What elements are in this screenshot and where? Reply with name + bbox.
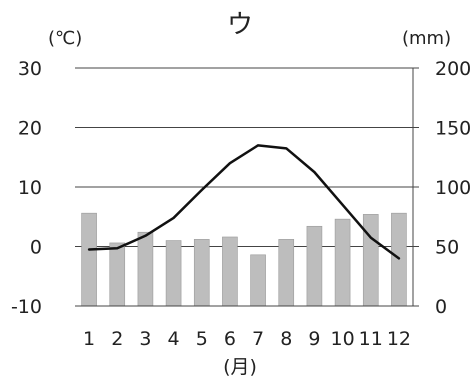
left-axis-unit: (℃) <box>48 28 82 49</box>
precipitation-bar <box>109 242 126 307</box>
left-axis-ticks: -10 0 10 20 30 <box>11 58 42 318</box>
right-tick-label: 150 <box>435 118 471 140</box>
left-tick-label: 10 <box>18 177 42 199</box>
chart-title: ウ <box>227 10 253 40</box>
month-label: 1 <box>83 328 95 350</box>
left-tick-label: -10 <box>11 296 42 318</box>
month-label: 4 <box>168 328 180 350</box>
precipitation-bar <box>278 239 295 307</box>
precipitation-bar <box>250 254 266 307</box>
precipitation-bar <box>165 240 182 307</box>
month-label: 12 <box>387 328 411 350</box>
precipitation-bar <box>222 236 238 307</box>
precipitation-bar <box>193 239 210 307</box>
right-tick-label: 50 <box>435 237 459 259</box>
right-tick-label: 100 <box>435 177 471 199</box>
precipitation-bar <box>81 212 97 307</box>
month-label: 7 <box>252 328 264 350</box>
right-axis-ticks: 0 50 100 150 200 <box>413 58 471 318</box>
precipitation-bars <box>81 212 407 307</box>
left-tick-label: 20 <box>18 118 42 140</box>
precipitation-bar <box>306 225 323 307</box>
precipitation-bar <box>137 231 154 307</box>
right-tick-label: 200 <box>435 58 471 80</box>
precipitation-bar <box>334 218 351 307</box>
month-label: 3 <box>139 328 151 350</box>
x-axis-ticks: 1 2 3 4 5 6 7 8 9 10 11 12 <box>83 328 411 350</box>
month-label: 8 <box>280 328 292 350</box>
month-label: 11 <box>359 328 383 350</box>
gridlines <box>75 67 413 247</box>
right-tick-label: 0 <box>435 296 447 318</box>
right-axis-unit: (mm) <box>402 28 451 49</box>
month-label: 5 <box>196 328 208 350</box>
month-label: 6 <box>224 328 236 350</box>
left-tick-label: 0 <box>30 237 42 259</box>
month-label: 10 <box>330 328 354 350</box>
temperature-line-layer <box>87 144 401 260</box>
month-label: 2 <box>111 328 123 350</box>
x-axis-unit: (月) <box>223 356 257 378</box>
month-label: 9 <box>308 328 320 350</box>
temperature-line <box>87 144 401 260</box>
left-tick-label: 30 <box>18 58 42 80</box>
precipitation-bar <box>362 214 379 307</box>
